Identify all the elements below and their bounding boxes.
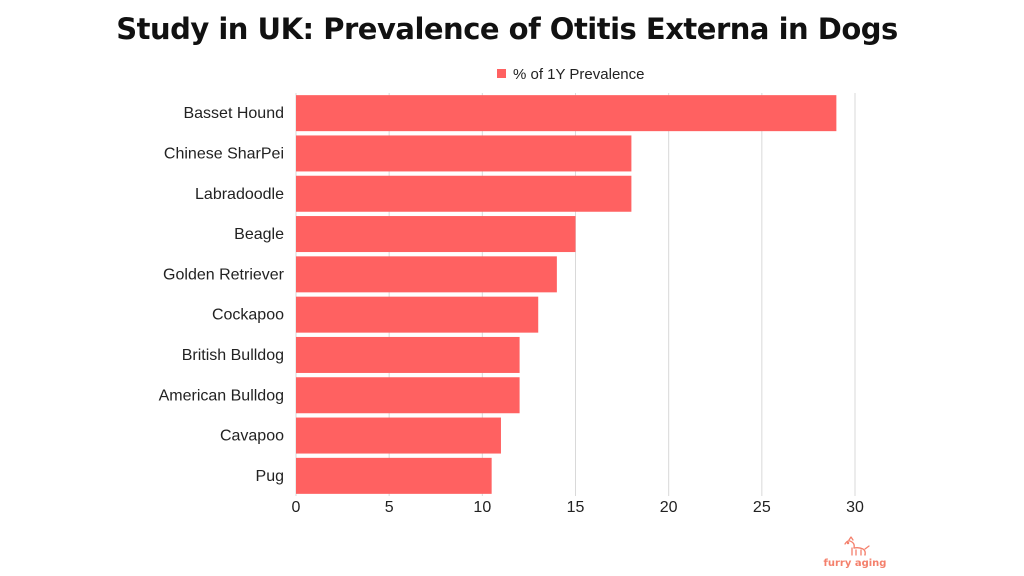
x-axis-tick-labels: 0 5 10 15 20 25 30: [292, 499, 864, 516]
bar-9: [296, 457, 492, 494]
bar-6: [296, 336, 520, 373]
bars: [296, 95, 837, 494]
category-label-7: American Bulldog: [159, 387, 284, 404]
category-label-6: British Bulldog: [182, 347, 284, 364]
bar-8: [296, 417, 501, 454]
chart-title: Study in UK: Prevalence of Otitis Extern…: [116, 12, 898, 46]
legend: % of 1Y Prevalence: [497, 66, 644, 83]
x-tick-label-1: 5: [385, 499, 394, 516]
x-tick-label-5: 25: [753, 499, 771, 516]
bar-3: [296, 216, 576, 253]
dog-icon: [844, 536, 870, 556]
category-label-5: Cockapoo: [212, 307, 284, 324]
x-tick-label-2: 10: [473, 499, 491, 516]
bar-2: [296, 175, 632, 212]
x-tick-label-0: 0: [292, 499, 301, 516]
x-tick-label-3: 15: [567, 499, 585, 516]
bar-1: [296, 135, 632, 172]
bar-4: [296, 256, 557, 293]
category-label-2: Labradoodle: [195, 186, 284, 203]
category-label-4: Golden Retriever: [163, 266, 285, 283]
x-tick-label-6: 30: [846, 499, 864, 516]
category-label-8: Cavapoo: [220, 428, 284, 445]
brand-name: furry aging: [823, 558, 887, 569]
legend-label: % of 1Y Prevalence: [513, 66, 644, 83]
category-label-1: Chinese SharPei: [164, 145, 284, 162]
x-tick-label-4: 20: [660, 499, 678, 516]
category-label-0: Basset Hound: [183, 105, 284, 122]
bar-0: [296, 95, 837, 132]
category-label-3: Beagle: [234, 226, 284, 243]
brand-logo: [815, 532, 895, 572]
bar-5: [296, 296, 539, 333]
bar-7: [296, 377, 520, 414]
legend-swatch: [497, 69, 506, 78]
category-label-9: Pug: [256, 468, 284, 485]
category-labels: Basset Hound Chinese SharPei Labradoodle Be…: [159, 105, 285, 485]
